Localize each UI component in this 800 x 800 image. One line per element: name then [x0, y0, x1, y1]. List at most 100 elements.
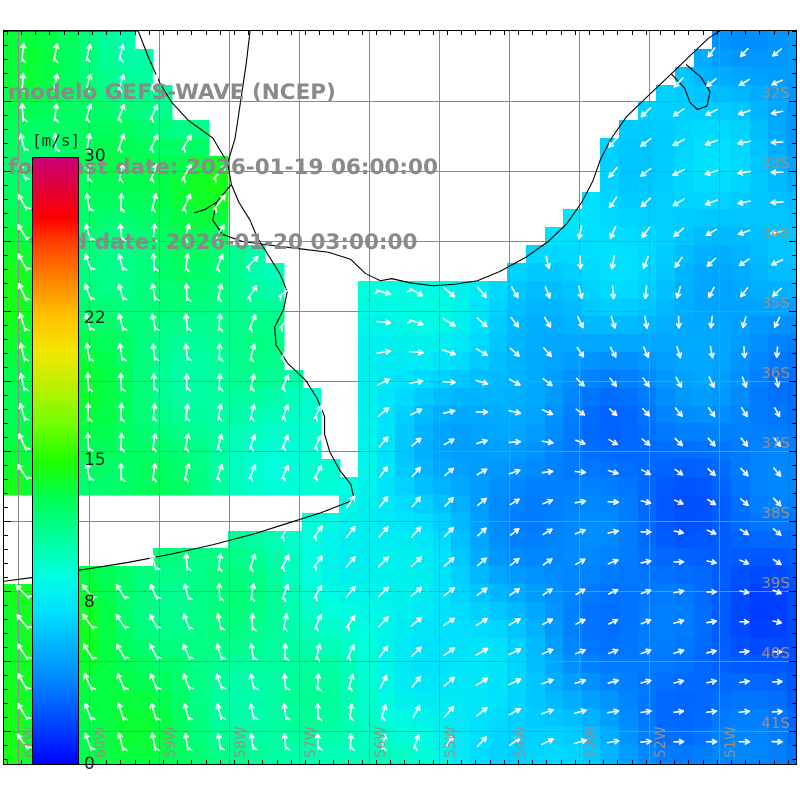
axis-tick — [518, 31, 519, 35]
axis-tick — [745, 760, 746, 764]
axis-tick — [4, 451, 11, 452]
axis-tick — [4, 143, 8, 144]
axis-tick — [4, 115, 8, 116]
axis-tick — [177, 31, 178, 35]
axis-tick — [21, 760, 22, 764]
axis-tick — [106, 31, 107, 35]
axis-tick — [4, 689, 8, 690]
axis-tick — [277, 31, 278, 35]
axis-tick — [575, 760, 576, 764]
axis-tick — [792, 227, 796, 228]
axis-tick — [177, 760, 178, 764]
axis-tick — [792, 549, 796, 550]
axis-tick — [660, 31, 661, 35]
axis-tick — [4, 703, 8, 704]
axis-tick — [4, 297, 8, 298]
axis-tick — [792, 619, 796, 620]
axis-tick — [163, 760, 164, 764]
axis-tick — [4, 129, 8, 130]
axis-tick — [792, 269, 796, 270]
axis-tick — [4, 283, 8, 284]
axis-tick — [4, 157, 8, 158]
axis-tick — [149, 760, 150, 764]
axis-tick — [792, 73, 796, 74]
axis-tick — [220, 760, 221, 764]
axis-tick — [4, 437, 8, 438]
axis-tick — [92, 760, 93, 764]
axis-tick — [191, 31, 192, 35]
axis-tick — [792, 353, 796, 354]
lat-label-36S: 36S — [761, 364, 790, 382]
axis-tick — [789, 521, 796, 522]
axis-tick — [305, 31, 306, 35]
axis-tick — [4, 185, 8, 186]
colorbar-tick-30: 30 — [84, 146, 106, 166]
axis-tick — [792, 605, 796, 606]
axis-tick — [532, 760, 533, 764]
axis-tick — [792, 689, 796, 690]
axis-tick — [632, 31, 633, 35]
axis-tick — [792, 759, 796, 760]
axis-tick — [4, 255, 8, 256]
axis-tick — [333, 31, 334, 35]
axis-tick — [35, 31, 36, 35]
axis-tick — [4, 31, 8, 32]
axis-tick — [792, 87, 796, 88]
axis-tick — [792, 507, 796, 508]
axis-tick — [4, 269, 8, 270]
axis-tick — [362, 31, 363, 35]
axis-tick — [561, 31, 562, 35]
axis-tick — [792, 647, 796, 648]
axis-tick — [792, 325, 796, 326]
axis-tick — [4, 45, 8, 46]
lon-label-53W: 53W — [583, 726, 599, 758]
axis-tick — [404, 31, 405, 35]
colorbar-unit-label: [m/s] — [32, 131, 81, 150]
axis-tick — [319, 760, 320, 764]
axis-tick — [789, 101, 796, 102]
colorbar-tick-8: 8 — [84, 592, 95, 613]
axis-tick — [603, 31, 604, 35]
axis-tick — [4, 171, 11, 172]
axis-tick — [475, 760, 476, 764]
lat-label-40S: 40S — [761, 644, 790, 662]
axis-tick — [4, 647, 8, 648]
axis-tick — [792, 703, 796, 704]
axis-tick — [4, 717, 8, 718]
axis-tick — [376, 31, 377, 35]
axis-tick — [792, 31, 796, 32]
axis-tick — [731, 760, 732, 764]
axis-tick — [248, 31, 249, 35]
axis-tick — [348, 760, 349, 764]
lat-label-41S: 41S — [761, 714, 790, 732]
axis-tick — [792, 395, 796, 396]
axis-tick — [433, 31, 434, 35]
axis-tick — [120, 31, 121, 35]
axis-tick — [390, 760, 391, 764]
axis-tick — [792, 745, 796, 746]
axis-tick — [291, 760, 292, 764]
axis-tick — [78, 31, 79, 35]
axis-tick — [646, 31, 647, 35]
axis-tick — [149, 31, 150, 35]
axis-tick — [789, 591, 796, 592]
axis-tick — [717, 31, 718, 35]
axis-tick — [7, 760, 8, 764]
axis-tick — [792, 255, 796, 256]
axis-tick — [106, 760, 107, 764]
axis-tick — [4, 353, 8, 354]
axis-tick — [4, 493, 8, 494]
lon-label-54W: 54W — [513, 726, 529, 758]
lat-label-34S: 34S — [761, 224, 790, 242]
axis-tick — [4, 577, 8, 578]
axis-tick — [789, 451, 796, 452]
axis-tick — [4, 591, 11, 592]
axis-tick — [64, 31, 65, 35]
axis-tick — [21, 31, 22, 35]
axis-tick — [792, 717, 796, 718]
axis-tick — [291, 31, 292, 35]
axis-tick — [191, 760, 192, 764]
axis-tick — [4, 87, 8, 88]
axis-tick — [4, 395, 8, 396]
axis-tick — [390, 31, 391, 35]
